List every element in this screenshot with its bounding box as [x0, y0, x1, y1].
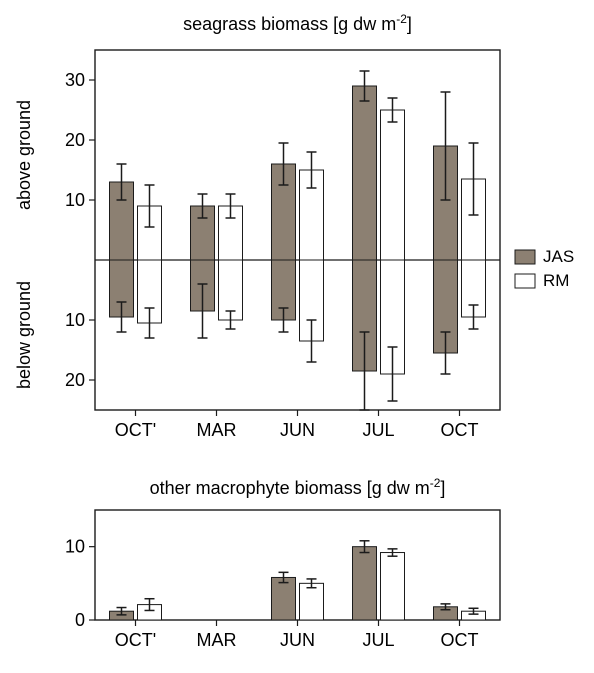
chart1-above-label: above ground	[14, 100, 34, 210]
chart2-ytick-label: 10	[65, 537, 85, 557]
chart2-cat-label: OCT'	[115, 630, 156, 650]
chart1-jas-above-bar	[353, 86, 377, 260]
chart2-cat-label: MAR	[197, 630, 237, 650]
chart2-ytick-label: 0	[75, 610, 85, 630]
chart1-cat-label: OCT	[441, 420, 479, 440]
chart1-below-label: below ground	[14, 281, 34, 389]
legend: JAS RM	[515, 247, 574, 290]
chart1-rm-above-bar	[381, 110, 405, 260]
chart2-title: other macrophyte biomass [g dw m-2]	[150, 476, 446, 498]
chart2-rm-bar	[300, 583, 324, 620]
chart1-cat-label: OCT'	[115, 420, 156, 440]
legend-rm-swatch	[515, 274, 535, 288]
legend-jas-label: JAS	[543, 247, 574, 266]
chart2-frame	[95, 510, 500, 620]
chart1-cat-label: JUN	[280, 420, 315, 440]
legend-rm-label: RM	[543, 271, 569, 290]
chart1-ytick-label: 10	[65, 310, 85, 330]
chart2-rm-bar	[381, 553, 405, 620]
chart2-jas-bar	[353, 547, 377, 620]
chart1-cat-label: MAR	[197, 420, 237, 440]
chart2-cat-label: JUL	[362, 630, 394, 650]
chart2-jas-bar	[272, 577, 296, 620]
chart2-cat-label: OCT	[441, 630, 479, 650]
chart1-ytick-label: 20	[65, 130, 85, 150]
chart1-cat-label: JUL	[362, 420, 394, 440]
chart1-ytick-label: 30	[65, 70, 85, 90]
chart2-cat-label: JUN	[280, 630, 315, 650]
macrophyte-biomass-chart: other macrophyte biomass [g dw m-2] 0 10 OC…	[0, 470, 594, 673]
seagrass-biomass-chart: seagrass biomass [g dw m-2] 10 20 30 10 20 abo…	[0, 0, 594, 470]
chart1-ytick-label: 10	[65, 190, 85, 210]
chart1-title: seagrass biomass [g dw m-2]	[183, 12, 412, 34]
chart1-ytick-label: 20	[65, 370, 85, 390]
legend-jas-swatch	[515, 250, 535, 264]
